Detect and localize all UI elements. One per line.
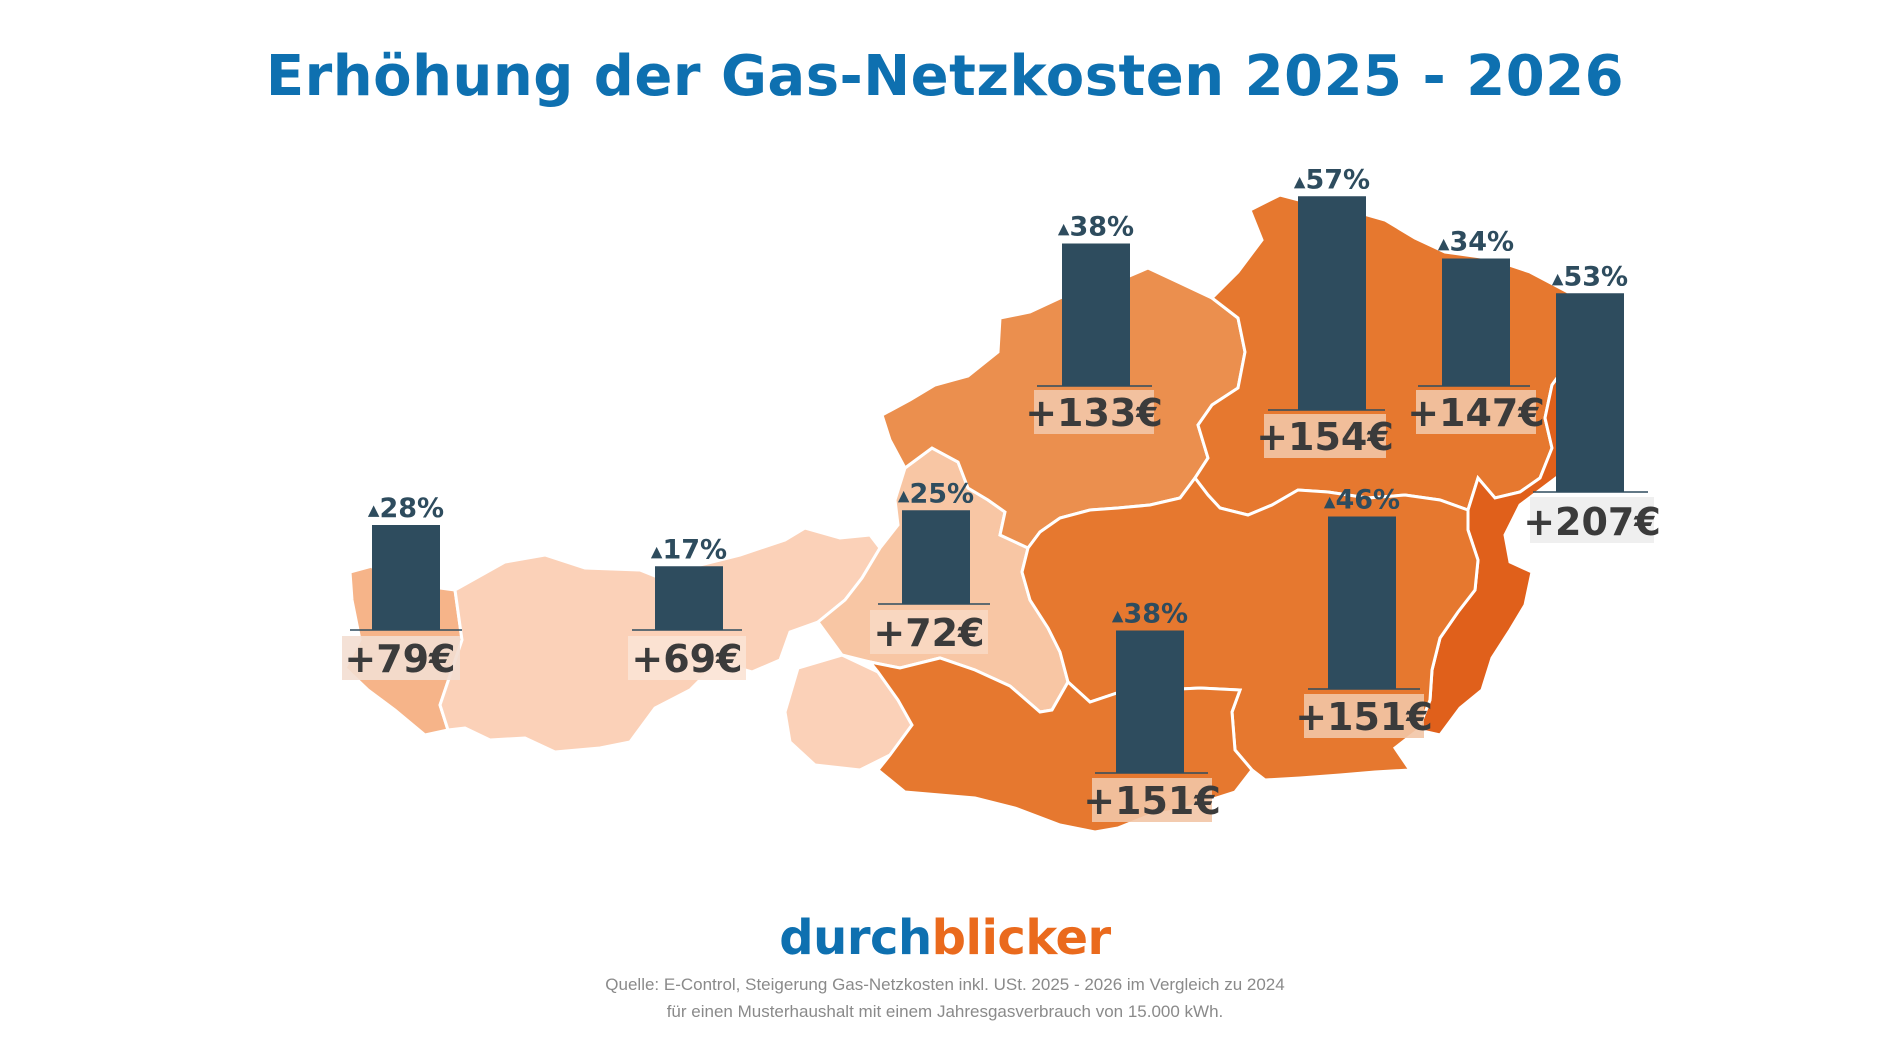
amount-label-vorarlberg: +79€ bbox=[344, 637, 455, 681]
amount-box-tirol bbox=[628, 636, 746, 680]
amount-label-tirol: +69€ bbox=[631, 637, 742, 681]
amount-box-oberoesterreich bbox=[1034, 390, 1154, 434]
amount-box-vorarlberg bbox=[342, 636, 460, 680]
bar-vorarlberg bbox=[372, 525, 440, 630]
bar-burgenland bbox=[1556, 293, 1624, 492]
durchblicker-logo: durchblicker bbox=[0, 910, 1890, 966]
amount-label-burgenland: +207€ bbox=[1523, 500, 1661, 544]
bar-steiermark bbox=[1328, 516, 1396, 689]
amount-label-oberoesterreich: +133€ bbox=[1025, 391, 1163, 435]
amount-box-burgenland bbox=[1530, 497, 1654, 543]
amount-label-niederoesterreich: +154€ bbox=[1256, 415, 1394, 459]
amount-label-steiermark: +151€ bbox=[1295, 695, 1433, 739]
source-note-line2: für einen Musterhaushalt mit einem Jahre… bbox=[666, 1002, 1224, 1021]
percent-label-salzburg: ▲25% bbox=[898, 478, 974, 509]
logo-part-durch: durch bbox=[779, 910, 932, 966]
bar-kaernten bbox=[1116, 630, 1184, 773]
bar-wien bbox=[1442, 258, 1510, 386]
amount-box-kaernten bbox=[1092, 778, 1212, 822]
map-title: Erhöhung der Gas-Netzkosten 2025 - 2026 bbox=[265, 44, 1625, 109]
bar-oberoesterreich bbox=[1062, 243, 1130, 386]
percent-label-burgenland: ▲53% bbox=[1552, 261, 1628, 292]
amount-label-kaernten: +151€ bbox=[1083, 779, 1221, 823]
percent-label-wien: ▲34% bbox=[1438, 227, 1514, 258]
percent-label-steiermark: ▲46% bbox=[1324, 485, 1400, 516]
percent-label-vorarlberg: ▲28% bbox=[368, 493, 444, 524]
bar-salzburg bbox=[902, 510, 970, 604]
percent-label-niederoesterreich: ▲57% bbox=[1294, 164, 1370, 195]
percent-label-tirol: ▲17% bbox=[651, 534, 727, 565]
region-niederoesterreich bbox=[1193, 193, 1574, 517]
amount-box-salzburg bbox=[870, 610, 988, 654]
amount-box-steiermark bbox=[1304, 694, 1424, 738]
source-note-line1: Quelle: E-Control, Steigerung Gas-Netzko… bbox=[605, 975, 1285, 994]
percent-label-oberoesterreich: ▲38% bbox=[1058, 212, 1134, 243]
logo-part-blicker: blicker bbox=[931, 910, 1112, 966]
amount-label-salzburg: +72€ bbox=[873, 611, 984, 655]
amount-label-wien: +147€ bbox=[1407, 391, 1545, 435]
amount-box-niederoesterreich bbox=[1264, 414, 1386, 458]
amount-box-wien bbox=[1416, 390, 1536, 434]
bar-tirol bbox=[655, 566, 723, 630]
percent-label-kaernten: ▲38% bbox=[1112, 599, 1188, 630]
bar-niederoesterreich bbox=[1298, 196, 1366, 410]
